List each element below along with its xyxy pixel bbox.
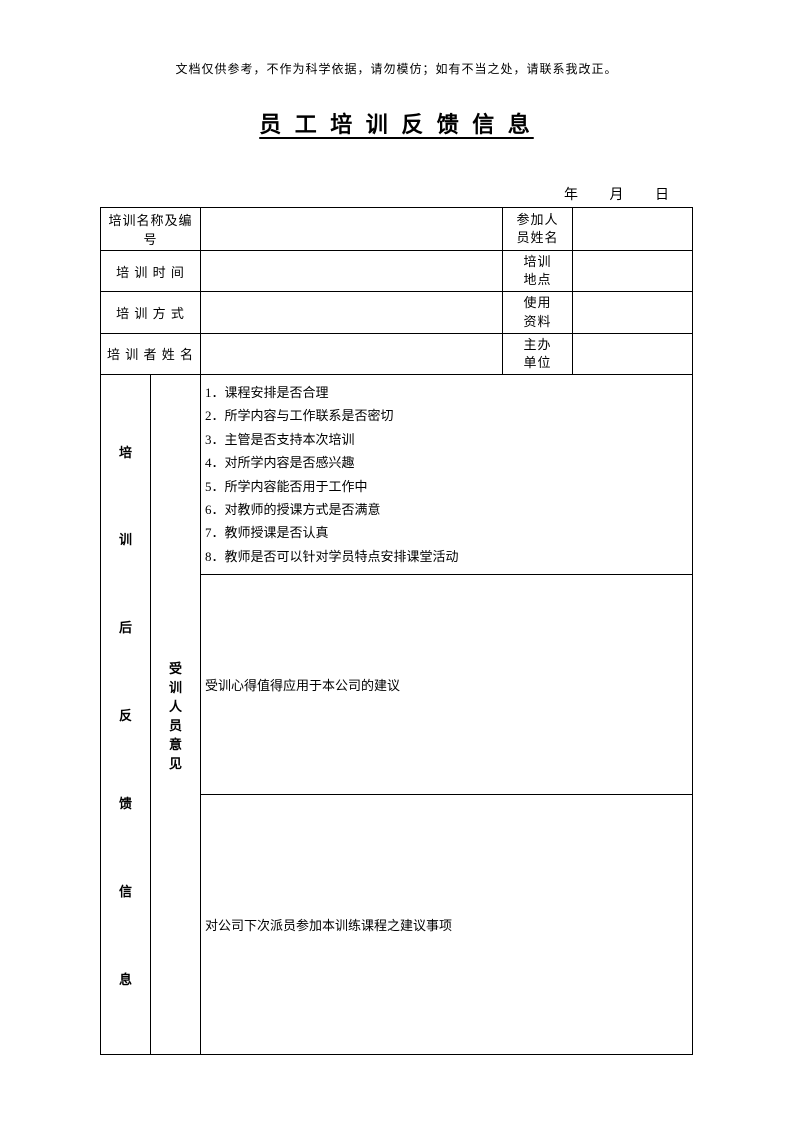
disclaimer-text: 文档仅供参考，不作为科学依据，请勿模仿；如有不当之处，请联系我改正。 (100, 60, 693, 77)
question-item: 2．所学内容与工作联系是否密切 (205, 404, 688, 427)
vert-char: 培 (119, 442, 132, 461)
page-title: 员 工 培 训 反 馈 信 息 (100, 107, 693, 139)
label-line: 参加人 (507, 211, 568, 229)
vert-char: 后 (119, 617, 132, 636)
label-line: 资料 (507, 313, 568, 331)
question-item: 7．教师授课是否认真 (205, 521, 688, 544)
table-row: 培 训 时 间 培训 地点 (101, 251, 693, 292)
table-row: 培训名称及编号 参加人 员姓名 (101, 208, 693, 251)
vert-char: 训 (169, 677, 182, 696)
label-training-name: 培训名称及编号 (101, 208, 201, 251)
suggestion-block-1[interactable]: 受训心得值得应用于本公司的建议 (201, 575, 693, 795)
vert-char: 训 (119, 529, 132, 548)
table-row: 培 训 者 姓 名 主办 单位 (101, 333, 693, 374)
date-line: 年 月 日 (100, 184, 693, 204)
section-post-training-feedback: 培训后反馈信息 (101, 375, 151, 1055)
field-training-time[interactable] (201, 251, 503, 292)
suggestion-block-2[interactable]: 对公司下次派员参加本训练课程之建议事项 (201, 795, 693, 1055)
vert-char: 意 (169, 734, 182, 753)
label-training-method: 培 训 方 式 (101, 292, 201, 333)
suggestion1-label: 受训心得值得应用于本公司的建议 (205, 675, 688, 694)
vert-char: 息 (119, 969, 132, 988)
vert-char: 馈 (119, 793, 132, 812)
table-row: 培 训 方 式 使用 资料 (101, 292, 693, 333)
vert-char: 见 (169, 753, 182, 772)
vert-char: 反 (119, 705, 132, 724)
label-training-location: 培训 地点 (503, 251, 573, 292)
field-training-method[interactable] (201, 292, 503, 333)
question-item: 8．教师是否可以针对学员特点安排课堂活动 (205, 545, 688, 568)
suggestion2-label: 对公司下次派员参加本训练课程之建议事项 (205, 915, 688, 934)
questions-block: 1．课程安排是否合理2．所学内容与工作联系是否密切3．主管是否支持本次培训4．对… (201, 375, 693, 575)
field-materials[interactable] (573, 292, 693, 333)
label-line: 培训 (507, 253, 568, 271)
question-item: 5．所学内容能否用于工作中 (205, 475, 688, 498)
label-participant-name: 参加人 员姓名 (503, 208, 573, 251)
question-item: 4．对所学内容是否感兴趣 (205, 451, 688, 474)
vert-char: 人 (169, 696, 182, 715)
label-line: 使用 (507, 294, 568, 312)
label-line: 单位 (507, 354, 568, 372)
month-label: 月 (598, 184, 638, 204)
section-trainee-opinion: 受训人员意见 (151, 375, 201, 1055)
year-label: 年 (552, 184, 592, 204)
feedback-form-table: 培训名称及编号 参加人 员姓名 培 训 时 间 培训 地点 培 训 方 式 使用 (100, 207, 693, 1055)
question-item: 3．主管是否支持本次培训 (205, 428, 688, 451)
label-host-org: 主办 单位 (503, 333, 573, 374)
field-trainer-name[interactable] (201, 333, 503, 374)
field-host-org[interactable] (573, 333, 693, 374)
label-line: 员姓名 (507, 229, 568, 247)
label-training-time: 培 训 时 间 (101, 251, 201, 292)
field-participant-name[interactable] (573, 208, 693, 251)
label-trainer-name: 培 训 者 姓 名 (101, 333, 201, 374)
label-line: 主办 (507, 336, 568, 354)
question-item: 1．课程安排是否合理 (205, 381, 688, 404)
label-materials: 使用 资料 (503, 292, 573, 333)
table-row: 培训后反馈信息 受训人员意见 1．课程安排是否合理2．所学内容与工作联系是否密切… (101, 375, 693, 575)
label-line: 地点 (507, 271, 568, 289)
field-training-location[interactable] (573, 251, 693, 292)
day-label: 日 (643, 184, 683, 204)
field-training-name[interactable] (201, 208, 503, 251)
vert-char: 受 (169, 658, 182, 677)
vert-char: 员 (169, 715, 182, 734)
vert-char: 信 (119, 881, 132, 900)
question-item: 6．对教师的授课方式是否满意 (205, 498, 688, 521)
